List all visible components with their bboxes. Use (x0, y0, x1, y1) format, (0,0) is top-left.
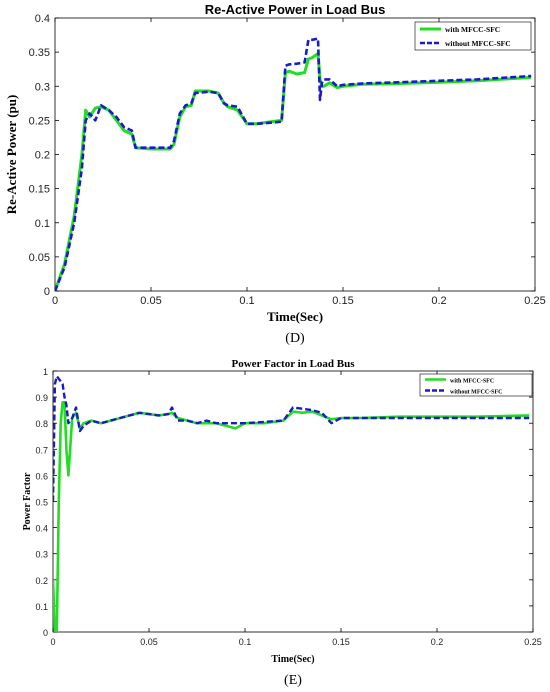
x-tick-label: 0.2 (431, 295, 446, 307)
x-axis-label: Time(Sec) (267, 309, 323, 324)
y-tick-label: 0.2 (35, 576, 48, 586)
y-tick-label: 0.6 (35, 471, 48, 481)
x-tick-label: 0 (52, 295, 58, 307)
series-line-without-mfcc-sfc (55, 37, 532, 291)
legend-label: with MFCC-SFC (450, 379, 494, 385)
legend-box (414, 21, 532, 51)
y-tick-label: 0.35 (29, 47, 50, 59)
series-line-with-mfcc-sfc (53, 400, 530, 632)
legend-label: without MFCC-SFC (445, 39, 511, 48)
x-tick-label: 0.15 (332, 637, 350, 647)
y-tick-label: 0.15 (29, 184, 50, 196)
x-tick-label: 0.15 (332, 295, 353, 307)
x-tick-label: 0.1 (239, 637, 252, 647)
y-tick-label: 0.8 (35, 419, 48, 429)
chart-0: Re-Active Power in Load Bus 0 0.05 0.1 0.15 0… (4, 2, 546, 346)
y-tick-label: 0.1 (35, 602, 48, 612)
y-tick-label: 0.1 (35, 218, 50, 230)
y-tick-label: 0.4 (35, 524, 48, 534)
chart-title: Power Factor in Load Bus (231, 358, 355, 370)
legend: with MFCC-SFC without MFCC-SFC (419, 373, 533, 397)
y-tick-label: 0.25 (29, 115, 50, 127)
x-tick-label: 0.1 (239, 295, 254, 307)
y-tick-label: 0.05 (29, 252, 50, 264)
y-tick-label: 0.4 (35, 13, 50, 25)
y-tick-label: 0.7 (35, 445, 48, 455)
x-tick-label: 0.25 (524, 295, 545, 307)
y-axis-label: Re-Active Power (pu) (4, 95, 19, 215)
legend-label: with MFCC-SFC (445, 25, 500, 34)
y-tick-label: 0.5 (35, 498, 48, 508)
y-tick-label: 0.9 (35, 393, 48, 403)
x-axis-label: Time(Sec) (271, 654, 314, 665)
figure-caption: (E) (284, 673, 302, 688)
x-tick-label: 0.2 (431, 637, 444, 647)
y-tick-label: 1 (43, 367, 48, 377)
chart-title: Re-Active Power in Load Bus (205, 2, 386, 17)
y-tick-label: 0.3 (35, 81, 50, 93)
y-tick-label: 0.3 (35, 550, 48, 560)
plot-area (52, 370, 534, 633)
x-tick-label: 0 (50, 637, 55, 647)
legend-label: without MFCC-SFC (450, 390, 503, 396)
chart-1: Power Factor in Load Bus 0 0.05 0.1 0.15 0.2 0… (22, 358, 542, 688)
figure-caption: (D) (285, 331, 305, 346)
plot-area (54, 17, 536, 292)
x-tick-label: 0.25 (524, 637, 542, 647)
y-tick-label: 0 (43, 628, 48, 638)
y-tick-label: 0.2 (35, 150, 50, 162)
legend-box (419, 373, 533, 397)
legend: with MFCC-SFC without MFCC-SFC (414, 21, 532, 51)
y-tick-label: 0 (44, 286, 50, 298)
x-tick-label: 0.05 (140, 637, 158, 647)
y-axis-label: Power Factor (22, 472, 33, 530)
x-tick-label: 0.05 (140, 295, 161, 307)
